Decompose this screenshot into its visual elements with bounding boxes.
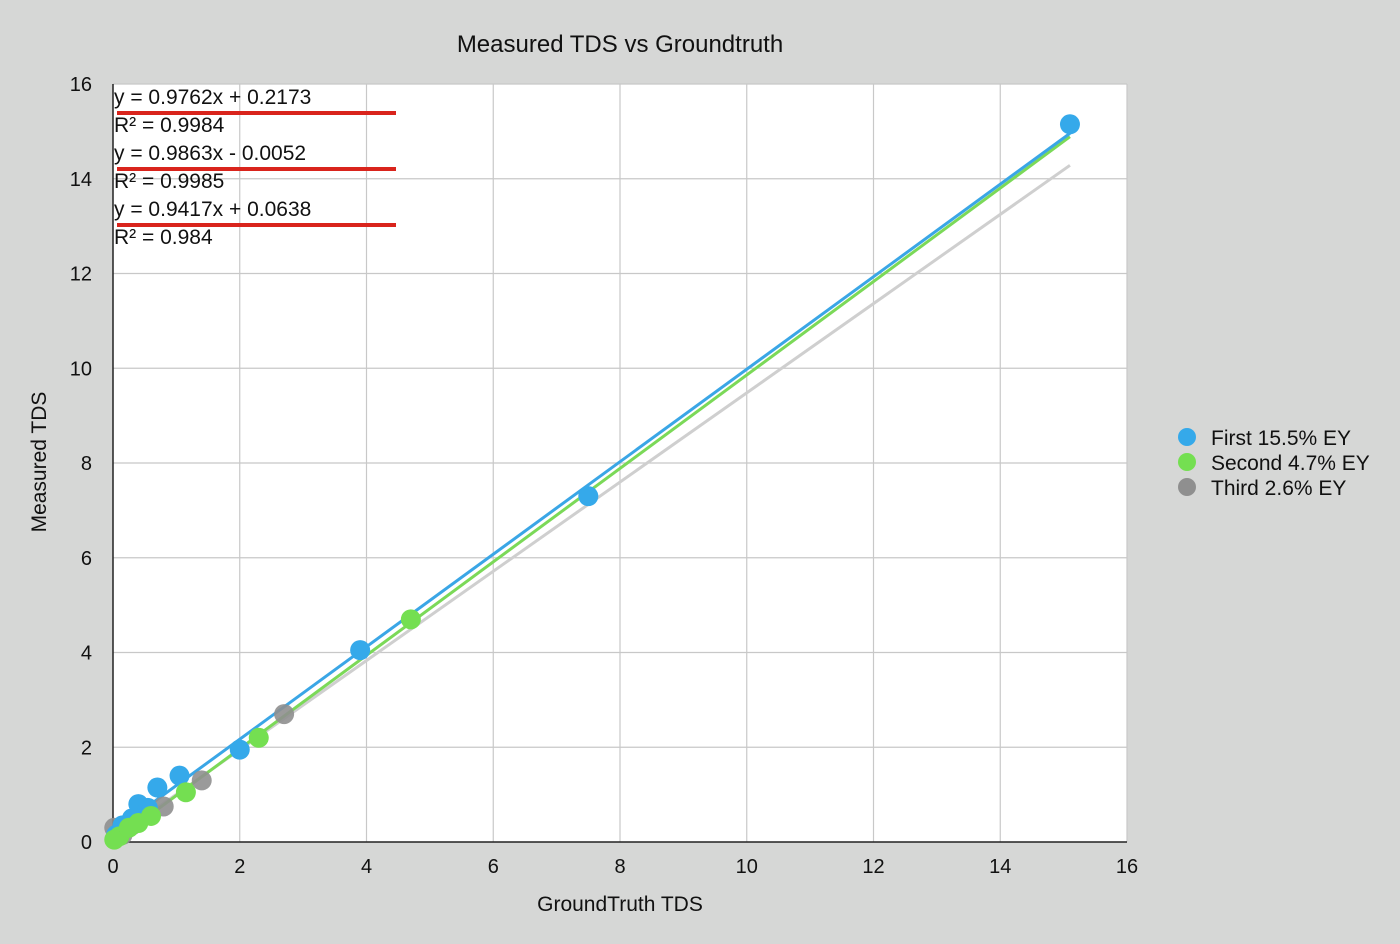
trendline-equation: y = 0.9417x + 0.0638 — [114, 198, 311, 221]
y-tick-label: 10 — [70, 358, 92, 380]
data-point — [1059, 114, 1080, 135]
plot-area: 0 2 4 6 8 10 12 14 16 0 2 4 6 8 10 12 14 16 y = 0.9762x + … — [70, 74, 1138, 878]
data-point — [350, 640, 371, 661]
data-point — [141, 805, 162, 826]
y-tick-label: 0 — [81, 832, 92, 854]
legend-label: Third 2.6% EY — [1211, 477, 1346, 500]
x-tick-label: 8 — [614, 856, 625, 878]
data-point — [400, 609, 421, 630]
data-point — [175, 782, 196, 803]
trendline-r-squared: R² = 0.9985 — [114, 170, 224, 193]
y-tick-label: 16 — [70, 74, 92, 96]
x-tick-label: 16 — [1116, 856, 1138, 878]
y-tick-label: 14 — [70, 169, 92, 191]
y-tick-label: 4 — [81, 643, 92, 665]
x-tick-label: 2 — [234, 856, 245, 878]
x-tick-label: 12 — [862, 856, 884, 878]
y-tick-label: 6 — [81, 548, 92, 570]
data-point — [274, 704, 295, 725]
data-point — [169, 765, 190, 786]
legend-marker — [1178, 478, 1196, 496]
trendline-equation: y = 0.9762x + 0.2173 — [114, 86, 311, 109]
chart-title: Measured TDS vs Groundtruth — [457, 31, 783, 58]
data-point — [229, 739, 250, 760]
y-tick-label: 2 — [81, 737, 92, 759]
data-point — [248, 727, 269, 748]
legend-marker — [1178, 453, 1196, 471]
x-tick-label: 10 — [736, 856, 758, 878]
legend-label: Second 4.7% EY — [1211, 452, 1370, 475]
trendline-equation: y = 0.9863x - 0.0052 — [114, 142, 306, 165]
data-point — [578, 486, 599, 507]
x-axis-label: GroundTruth TDS — [537, 893, 703, 916]
trendline-r-squared: R² = 0.9984 — [114, 114, 225, 137]
data-point — [147, 777, 168, 798]
x-tick-label: 6 — [488, 856, 499, 878]
x-tick-label: 0 — [107, 856, 118, 878]
legend-label: First 15.5% EY — [1211, 427, 1351, 450]
data-point — [191, 770, 212, 791]
y-tick-label: 8 — [81, 453, 92, 475]
y-axis-label: Measured TDS — [28, 392, 51, 533]
trendline — [112, 132, 1071, 833]
x-tick-label: 14 — [989, 856, 1011, 878]
trendline-r-squared: R² = 0.984 — [114, 226, 213, 249]
legend-marker — [1178, 428, 1196, 446]
y-tick-label: 12 — [70, 264, 92, 286]
x-tick-label: 4 — [361, 856, 372, 878]
